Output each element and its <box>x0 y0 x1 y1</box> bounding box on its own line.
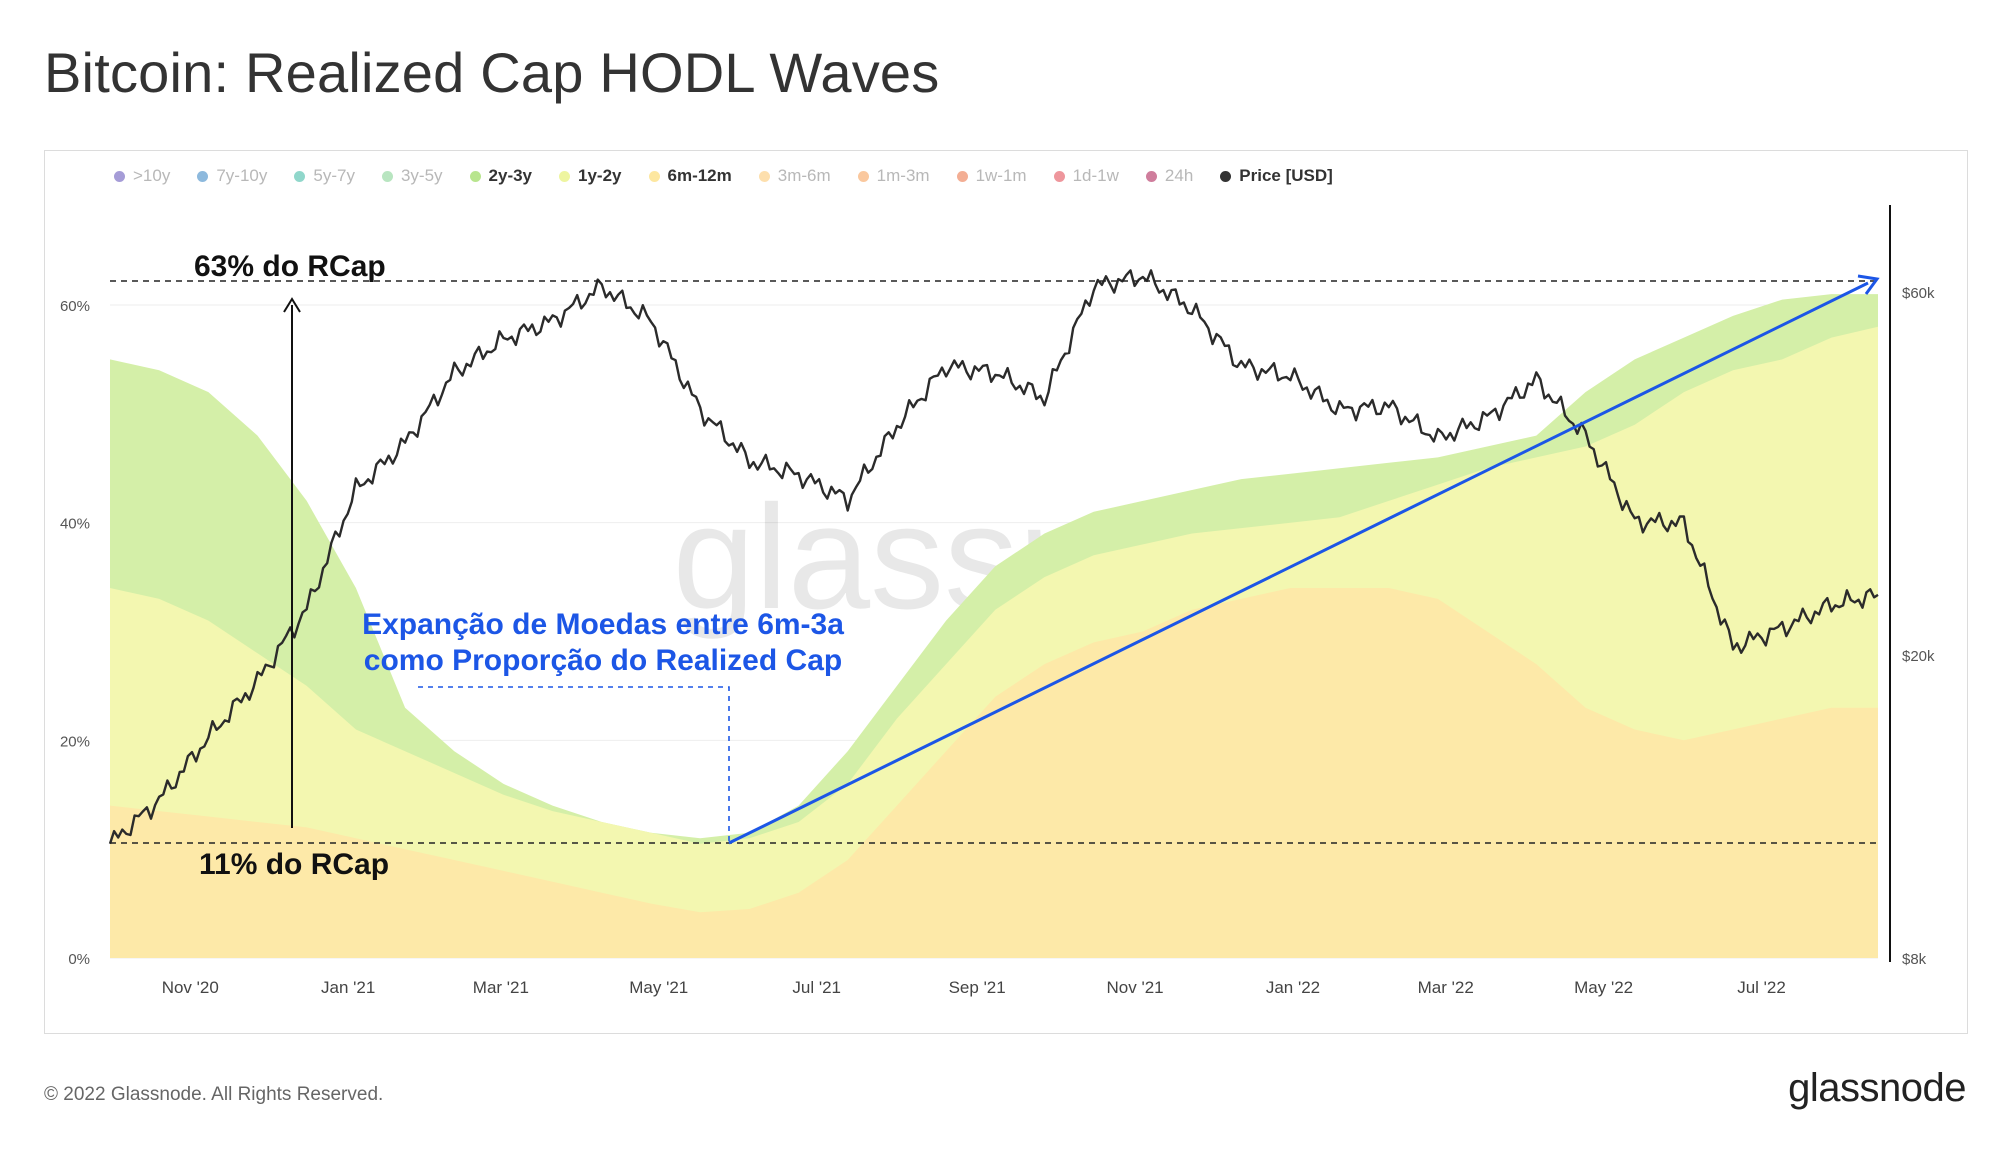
trend-arrow <box>728 281 1869 845</box>
page-title: Bitcoin: Realized Cap HODL Waves <box>44 41 940 104</box>
legend-dot-icon <box>197 170 209 182</box>
legend-dot-icon <box>857 170 869 182</box>
legend-item[interactable]: 2y-3y <box>469 166 533 186</box>
callout-text-line2: como Proporção do Realized Cap <box>364 644 842 677</box>
x-tick-label: Mar '21 <box>473 978 529 997</box>
y-left-tick-label: 60% <box>60 298 90 315</box>
area-series-6m-12m <box>110 588 1878 958</box>
legend-label: 6m-12m <box>667 166 732 185</box>
footer-copyright: © 2022 Glassnode. All Rights Reserved. <box>44 1084 384 1105</box>
x-tick-label: May '22 <box>1574 978 1633 997</box>
legend-dot-icon <box>381 170 393 182</box>
legend-item[interactable]: 1y-2y <box>559 166 622 186</box>
x-tick-label: Jul '22 <box>1737 978 1786 997</box>
bottom-line-label: 11% do RCap <box>199 848 389 881</box>
legend-item[interactable]: 1d-1w <box>1053 166 1119 186</box>
legend-label: 1m-3m <box>876 166 930 185</box>
legend-item[interactable]: >10y <box>114 166 170 186</box>
legend-dot-icon <box>114 170 125 182</box>
legend-dot-icon <box>1220 170 1232 182</box>
y-right-tick-label: $60k <box>1902 285 1935 302</box>
chart-legend: >10y 7y-10y 5y-7y 3y-5y 2y-3y 1y-2y 6m-12m 3m-6… <box>114 166 1360 186</box>
legend-item[interactable]: Price [USD] <box>1220 166 1333 186</box>
legend-item[interactable]: 24h <box>1145 166 1194 186</box>
top-line-label: 63% do RCap <box>194 250 386 283</box>
legend-label: 1w-1m <box>975 166 1027 185</box>
x-tick-label: Jan '21 <box>321 978 375 997</box>
trend-arrow-head <box>1857 274 1880 295</box>
legend-label: 3m-6m <box>777 166 831 185</box>
legend-label: 2y-3y <box>488 166 533 185</box>
legend-label: Price [USD] <box>1239 166 1333 185</box>
x-tick-label: Mar '22 <box>1418 978 1474 997</box>
legend-item[interactable]: 6m-12m <box>648 166 732 186</box>
legend-label: >10y <box>133 166 171 185</box>
legend-dot-icon <box>956 170 968 182</box>
legend-label: 1y-2y <box>578 166 622 185</box>
legend-dot-icon <box>758 170 770 182</box>
range-arrow-head <box>283 297 301 313</box>
x-tick-label: Jul '21 <box>792 978 841 997</box>
price-line <box>108 269 1879 845</box>
legend-label: 1d-1w <box>1072 166 1119 185</box>
legend-dot-icon <box>469 170 481 182</box>
x-tick-label: May '21 <box>629 978 688 997</box>
glassnode-logo: glassnode <box>1788 1066 1966 1110</box>
callout-text-line1: Expanção de Moedas entre 6m-3a <box>362 608 844 641</box>
y-right-tick-label: $8k <box>1902 951 1927 968</box>
y-left-tick-label: 40% <box>60 516 90 533</box>
legend-dot-icon <box>294 170 306 182</box>
y-left-tick-label: 20% <box>60 733 90 750</box>
legend-item[interactable]: 1m-3m <box>857 166 930 186</box>
x-tick-label: Sep '21 <box>949 978 1006 997</box>
x-tick-label: Jan '22 <box>1266 978 1320 997</box>
x-tick-label: Nov '21 <box>1107 978 1164 997</box>
legend-dot-icon <box>1145 170 1157 182</box>
callout-leader <box>418 686 730 843</box>
legend-label: 5y-7y <box>313 166 355 185</box>
legend-item[interactable]: 1w-1m <box>956 166 1027 186</box>
legend-dot-icon <box>559 170 571 182</box>
y-left-tick-label: 0% <box>68 951 90 968</box>
legend-dot-icon <box>648 170 660 182</box>
legend-item[interactable]: 7y-10y <box>197 166 267 186</box>
legend-label: 7y-10y <box>216 166 268 185</box>
legend-label: 24h <box>1164 166 1194 185</box>
legend-item[interactable]: 3y-5y <box>381 166 443 186</box>
y-right-tick-label: $20k <box>1902 648 1935 665</box>
legend-dot-icon <box>1053 170 1065 182</box>
x-tick-label: Nov '20 <box>162 978 219 997</box>
legend-label: 3y-5y <box>400 166 443 185</box>
legend-item[interactable]: 3m-6m <box>758 166 831 186</box>
legend-item[interactable]: 5y-7y <box>294 166 355 186</box>
